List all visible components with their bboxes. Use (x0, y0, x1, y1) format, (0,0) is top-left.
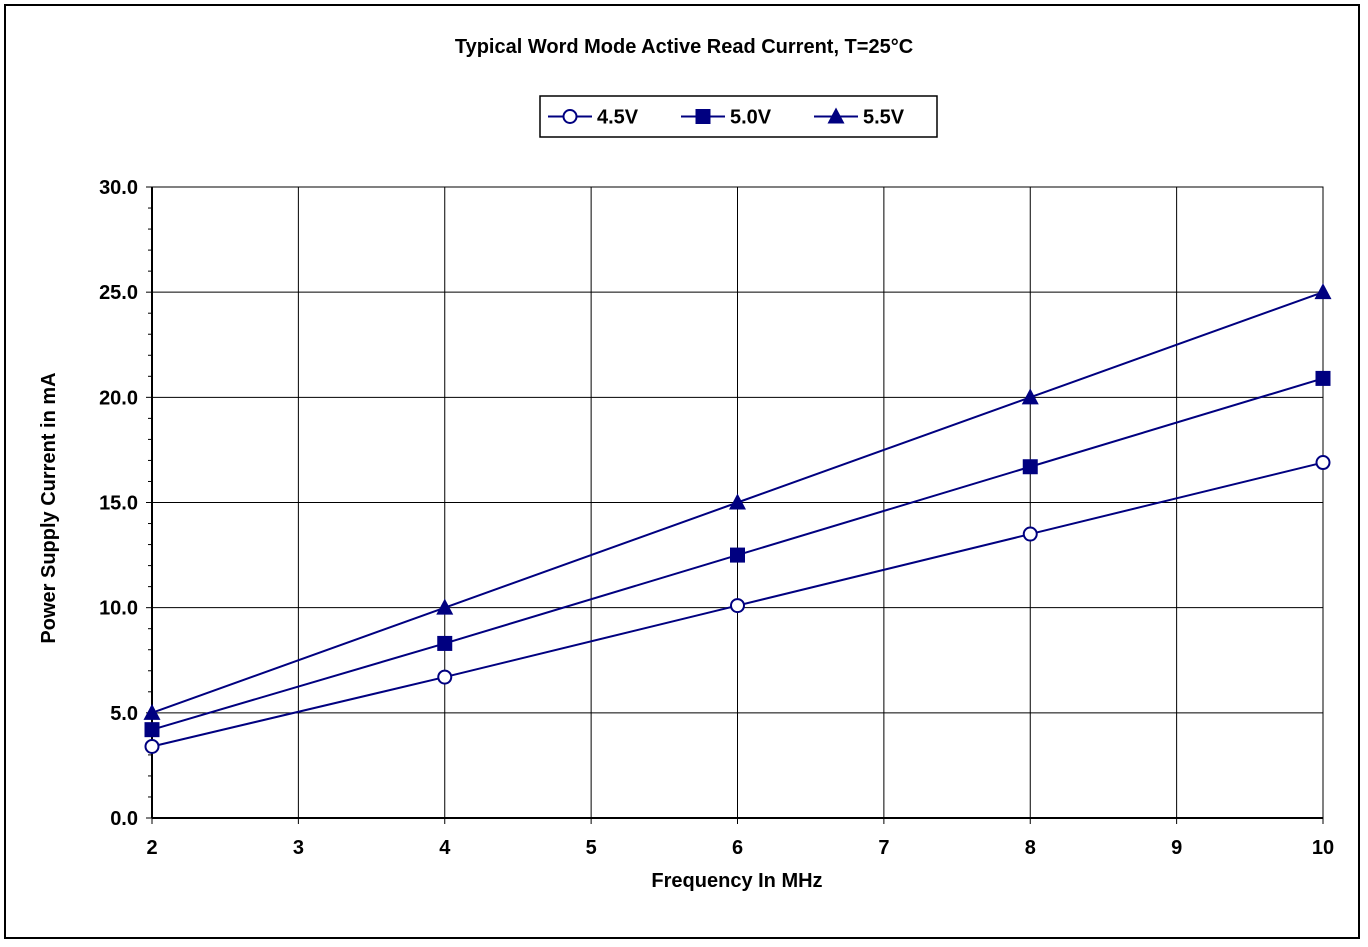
data-point (143, 703, 161, 720)
legend-label: 4.5V (597, 107, 639, 129)
data-point (1022, 526, 1038, 542)
legend-marker (695, 109, 711, 124)
x-axis-title: Frequency In MHz (651, 870, 822, 892)
data-point (730, 547, 745, 563)
legend-entry: 5.5V (814, 107, 905, 129)
legend-entry: 4.5V (548, 107, 639, 129)
chart-frame (4, 4, 1360, 939)
y-axis-ticks: 0.0 5.0 10.0 15.0 20.0 25.0 30.0 (99, 177, 138, 830)
data-point (1314, 283, 1332, 300)
y-tick-label: 30.0 (99, 177, 138, 199)
x-tick-label: 10 (1312, 837, 1334, 859)
data-point (1022, 459, 1038, 475)
x-tick-label: 9 (1171, 837, 1182, 859)
y-tick-label: 0.0 (110, 808, 138, 830)
x-tick-label: 7 (878, 837, 889, 859)
x-tick-label: 6 (732, 837, 743, 859)
series-5.5V (143, 283, 1332, 720)
chart-title: Typical Word Mode Active Read Current, T… (455, 36, 913, 58)
y-tick-label: 20.0 (99, 387, 138, 409)
data-point (729, 493, 746, 510)
data-point (1021, 388, 1039, 405)
x-tick-label: 3 (293, 837, 304, 859)
data-point (1315, 370, 1331, 386)
legend-label: 5.0V (730, 107, 772, 129)
x-tick-label: 2 (146, 837, 157, 859)
legend-entry: 5.0V (681, 107, 772, 129)
x-tick-label: 8 (1025, 837, 1036, 859)
legend: 4.5V 5.0V 5.5V (539, 95, 938, 138)
legend-box (539, 95, 938, 138)
data-point (437, 635, 453, 651)
y-axis-title: Power Supply Current in mA (38, 372, 60, 643)
x-tick-label: 5 (586, 837, 597, 859)
y-tick-label: 15.0 (99, 493, 138, 515)
y-tick-label: 5.0 (110, 703, 138, 725)
x-tick-label: 4 (439, 837, 451, 859)
data-point (144, 722, 160, 738)
y-tick-label: 10.0 (99, 598, 138, 620)
x-axis-ticks: 2 3 4 5 6 7 8 9 10 (146, 837, 1334, 859)
data-point (437, 669, 453, 685)
legend-label: 5.5V (863, 107, 905, 129)
series-layer (143, 283, 1332, 754)
legend-marker (827, 107, 845, 124)
series-4.5V (144, 455, 1331, 754)
data-point (1315, 455, 1331, 471)
data-point (730, 598, 745, 614)
series-5.0V (144, 370, 1331, 738)
y-tick-label: 25.0 (99, 282, 138, 304)
data-point (436, 598, 454, 615)
data-point (144, 738, 160, 754)
legend-marker (562, 109, 578, 124)
